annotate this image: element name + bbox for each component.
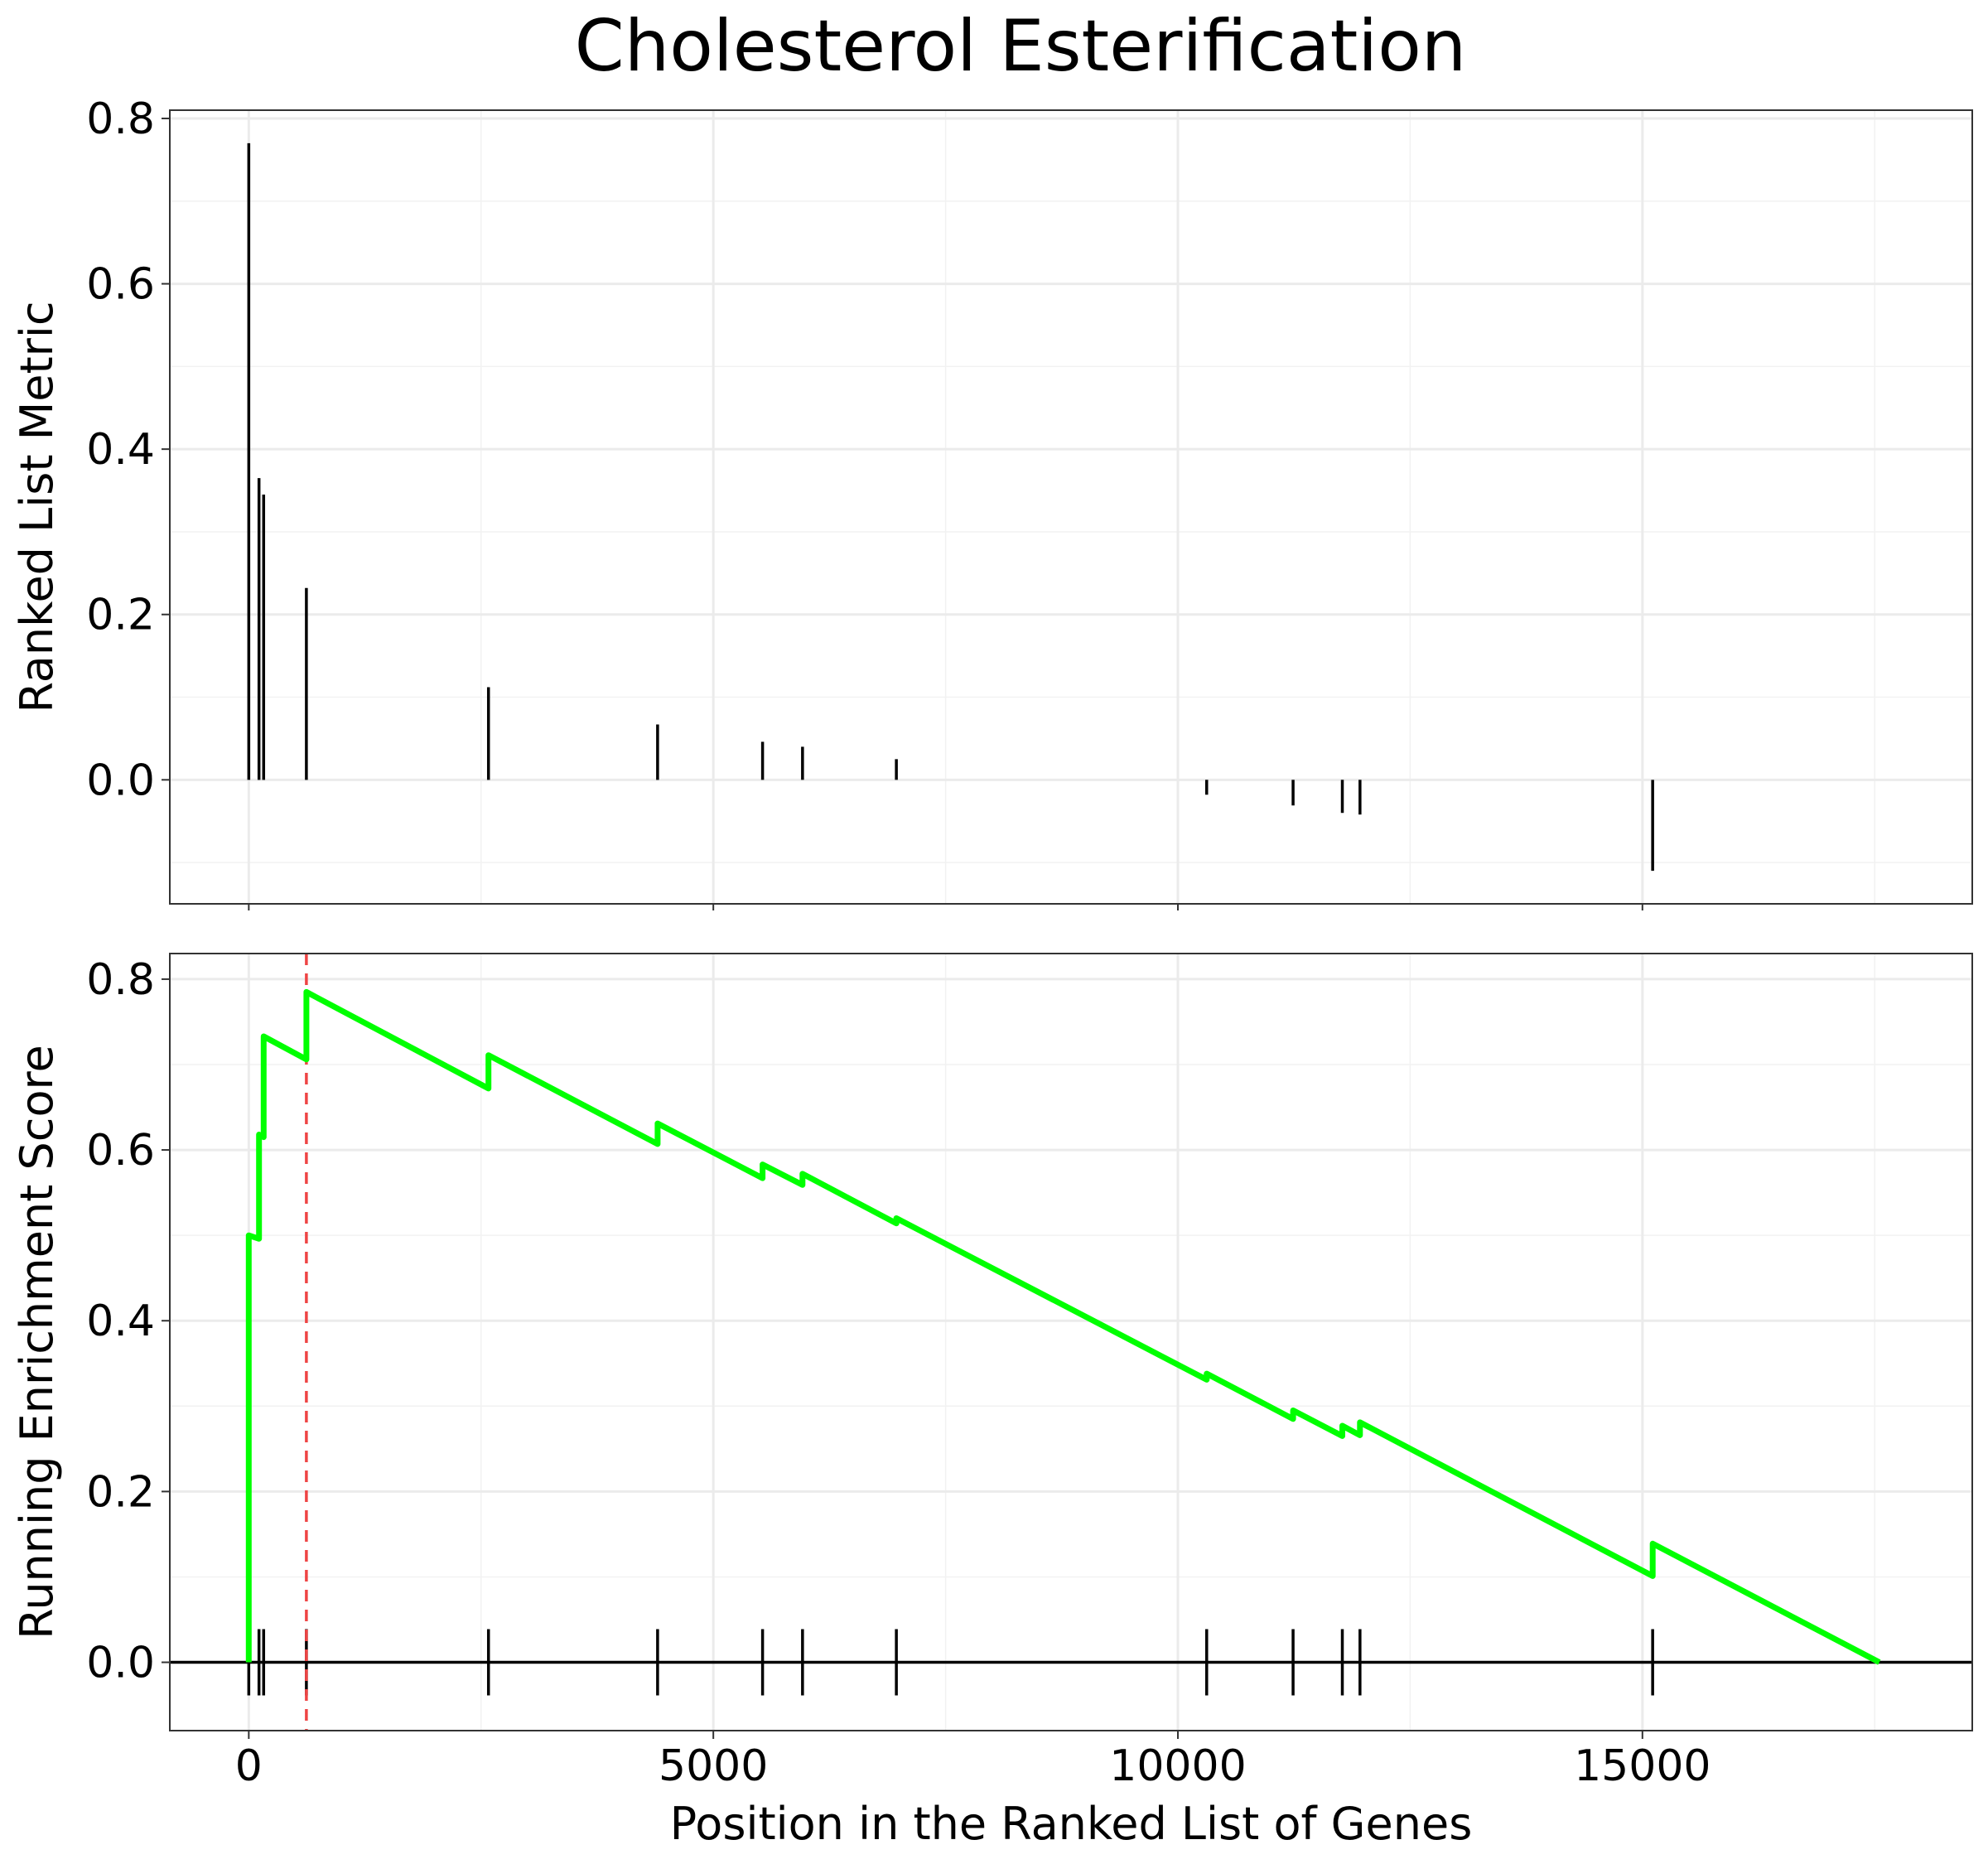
running-es-panel: 0.0 0.2 0.4 0.6 0.8 Running Enrichment Score [11, 953, 1973, 1731]
running-es-panel-border [169, 953, 1973, 1731]
ranked-metric-y-axis-title: Ranked List Metric [11, 301, 63, 712]
running-es-line [245, 988, 1881, 1665]
running-es-y-tick-label: 0.2 [86, 1467, 155, 1517]
ranked-metric-y-tick-label: 0.0 [86, 756, 155, 805]
x-axis-title: Position in the Ranked List of Genes [670, 1798, 1473, 1850]
running-es-y-tick-label: 0.8 [86, 955, 155, 1005]
x-axis: 0 5000 10000 15000 [235, 904, 1711, 1791]
running-es-y-axis-title: Running Enrichment Score [11, 1045, 63, 1639]
ranked-metric-panel-border [169, 109, 1973, 905]
ranked-metric-y-tick-label: 0.8 [86, 94, 155, 144]
x-tick-label: 0 [235, 1741, 263, 1791]
running-es-y-tick-label: 0.0 [86, 1639, 155, 1688]
running-es-y-tick-label: 0.4 [86, 1297, 155, 1346]
ranked-metric-y-tick-label: 0.6 [86, 260, 155, 310]
chart-title: Cholesterol Esterification [575, 5, 1467, 88]
ranked-metric-y-tick-label: 0.2 [86, 591, 155, 640]
x-tick-label: 5000 [659, 1741, 768, 1791]
ranked-metric-panel: 0.0 0.2 0.4 0.6 0.8 Ranked List Metric [11, 94, 1973, 905]
ranked-metric-y-tick-label: 0.4 [86, 425, 155, 475]
x-tick-label: 10000 [1109, 1741, 1246, 1791]
running-es-y-tick-label: 0.6 [86, 1126, 155, 1176]
x-tick-label: 15000 [1574, 1741, 1711, 1791]
